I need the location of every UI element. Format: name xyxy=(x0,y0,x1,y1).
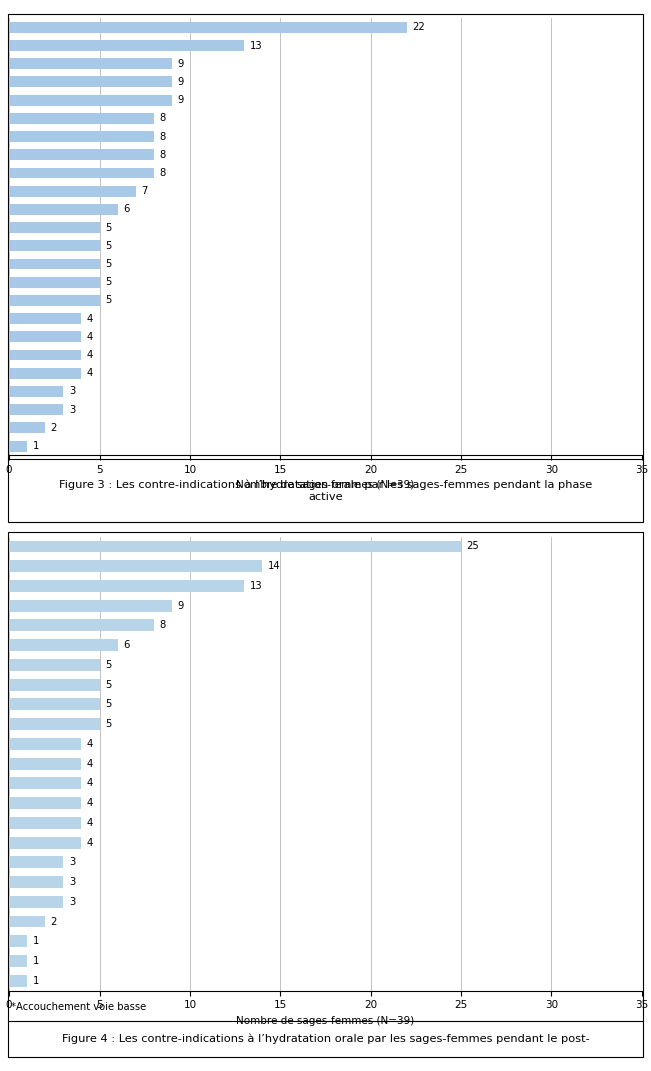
Text: Figure 3 : Les contre-indications à l’hydratation orale par les sages-femmes pen: Figure 3 : Les contre-indications à l’hy… xyxy=(59,480,592,501)
Bar xyxy=(9,619,154,631)
Bar xyxy=(9,58,172,70)
Text: 8: 8 xyxy=(159,132,165,141)
Text: 4: 4 xyxy=(87,368,93,378)
Text: 4: 4 xyxy=(87,332,93,342)
Bar xyxy=(9,797,81,809)
Text: 9: 9 xyxy=(177,59,184,69)
Bar xyxy=(9,386,63,397)
Text: 4: 4 xyxy=(87,739,93,749)
Text: 22: 22 xyxy=(412,22,425,32)
Bar xyxy=(9,331,81,343)
Bar xyxy=(9,778,81,789)
Bar xyxy=(9,580,244,592)
Bar xyxy=(9,738,81,750)
Bar xyxy=(9,836,81,848)
X-axis label: Nombre de sages-femmes (N=39): Nombre de sages-femmes (N=39) xyxy=(236,1016,415,1026)
Text: 8: 8 xyxy=(159,168,165,178)
Text: 6: 6 xyxy=(123,205,130,214)
Text: 3: 3 xyxy=(69,387,75,396)
Bar xyxy=(9,112,154,124)
Text: 1: 1 xyxy=(33,441,39,451)
Bar xyxy=(9,131,154,142)
Text: 5: 5 xyxy=(105,259,111,269)
Bar xyxy=(9,639,118,651)
Bar xyxy=(9,896,63,908)
Text: 13: 13 xyxy=(249,580,262,591)
Bar xyxy=(9,698,100,710)
Text: 4: 4 xyxy=(87,779,93,788)
Bar xyxy=(9,76,172,88)
Text: 3: 3 xyxy=(69,877,75,887)
Bar xyxy=(9,258,100,270)
Bar xyxy=(9,975,27,986)
Text: 8: 8 xyxy=(159,620,165,631)
Bar xyxy=(9,185,135,197)
Bar xyxy=(9,817,81,829)
Text: 13: 13 xyxy=(249,41,262,50)
Bar xyxy=(9,916,46,927)
Text: Figure 4 : Les contre-indications à l’hydratation orale par les sages-femmes pen: Figure 4 : Les contre-indications à l’hy… xyxy=(62,1034,589,1044)
Text: 1: 1 xyxy=(33,976,39,985)
Text: 14: 14 xyxy=(268,561,281,571)
Text: 3: 3 xyxy=(69,405,75,414)
Bar xyxy=(9,935,27,947)
Text: 1: 1 xyxy=(33,956,39,966)
Bar xyxy=(9,679,100,691)
Bar xyxy=(9,367,81,379)
Text: 4: 4 xyxy=(87,838,93,847)
Bar xyxy=(9,600,172,612)
Bar xyxy=(9,295,100,306)
Bar xyxy=(9,40,244,51)
Bar xyxy=(9,560,262,572)
Bar xyxy=(9,276,100,288)
Bar xyxy=(9,719,100,730)
Bar xyxy=(9,313,81,325)
Text: *Accouchement voie basse: *Accouchement voie basse xyxy=(11,1001,146,1012)
X-axis label: Nombre de sages-femmes (N=39): Nombre de sages-femmes (N=39) xyxy=(236,481,415,491)
Text: 5: 5 xyxy=(105,277,111,287)
Bar xyxy=(9,167,154,179)
Text: 2: 2 xyxy=(51,423,57,433)
Bar xyxy=(9,222,100,233)
Bar xyxy=(9,240,100,252)
Bar xyxy=(9,876,63,888)
Text: 1: 1 xyxy=(33,936,39,947)
Bar xyxy=(9,349,81,361)
Text: 4: 4 xyxy=(87,798,93,809)
Text: 9: 9 xyxy=(177,77,184,87)
Bar xyxy=(9,857,63,869)
Bar xyxy=(9,757,81,770)
Text: 5: 5 xyxy=(105,680,111,690)
Text: 3: 3 xyxy=(69,896,75,907)
Text: 8: 8 xyxy=(159,150,165,160)
Bar xyxy=(9,440,27,452)
Text: 5: 5 xyxy=(105,660,111,669)
Bar xyxy=(9,203,118,215)
Text: 5: 5 xyxy=(105,699,111,709)
Text: 4: 4 xyxy=(87,314,93,323)
Bar xyxy=(9,94,172,106)
Text: 9: 9 xyxy=(177,95,184,105)
Text: 6: 6 xyxy=(123,640,130,650)
Bar xyxy=(9,149,154,161)
Text: 4: 4 xyxy=(87,818,93,828)
Text: 9: 9 xyxy=(177,601,184,610)
Bar xyxy=(9,422,46,434)
Bar xyxy=(9,955,27,967)
Text: 8: 8 xyxy=(159,114,165,123)
Text: 4: 4 xyxy=(87,350,93,360)
Bar xyxy=(9,541,461,553)
Text: 3: 3 xyxy=(69,858,75,868)
Text: 5: 5 xyxy=(105,719,111,729)
Text: 7: 7 xyxy=(141,186,148,196)
Bar xyxy=(9,21,407,33)
Text: 25: 25 xyxy=(467,542,479,552)
Bar xyxy=(9,404,63,416)
Text: 2: 2 xyxy=(51,917,57,926)
Text: 5: 5 xyxy=(105,223,111,232)
Bar xyxy=(9,659,100,670)
Text: 5: 5 xyxy=(105,296,111,305)
Text: 5: 5 xyxy=(105,241,111,251)
Text: 4: 4 xyxy=(87,758,93,769)
